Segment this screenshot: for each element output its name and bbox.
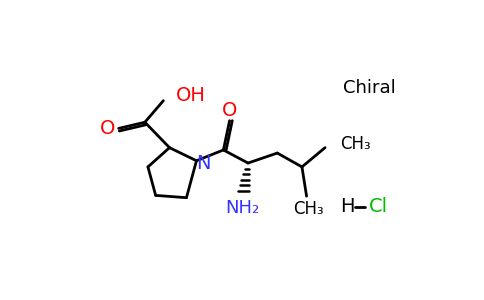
Text: CH₃: CH₃ bbox=[340, 135, 371, 153]
Text: Cl: Cl bbox=[369, 197, 388, 216]
Text: H: H bbox=[340, 197, 355, 216]
Text: NH₂: NH₂ bbox=[226, 199, 260, 217]
Text: OH: OH bbox=[176, 86, 206, 105]
Text: O: O bbox=[222, 101, 237, 120]
Text: N: N bbox=[196, 154, 211, 172]
Text: O: O bbox=[100, 119, 116, 138]
Text: Chiral: Chiral bbox=[343, 80, 396, 98]
Text: CH₃: CH₃ bbox=[293, 200, 323, 218]
